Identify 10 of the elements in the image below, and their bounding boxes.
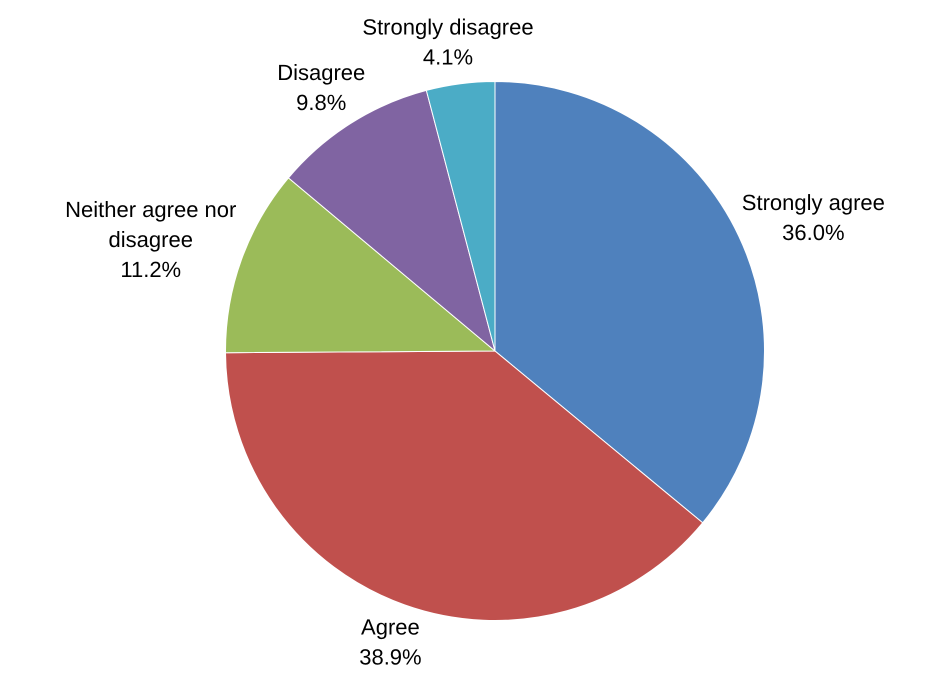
data-label: 36.0% xyxy=(782,220,845,245)
slice-label: Disagree xyxy=(277,60,366,86)
slice-label: Strongly agree xyxy=(742,190,885,215)
data-label: 38.9% xyxy=(359,644,422,670)
slice-label: Strongly disagree xyxy=(362,14,534,40)
data-label: 9.8% xyxy=(296,90,346,116)
slice-label: Agree xyxy=(361,614,420,640)
data-label: 4.1% xyxy=(422,44,474,70)
data-label: 11.2% xyxy=(120,256,182,282)
slice-label: Neither agree nor disagree xyxy=(65,196,236,252)
